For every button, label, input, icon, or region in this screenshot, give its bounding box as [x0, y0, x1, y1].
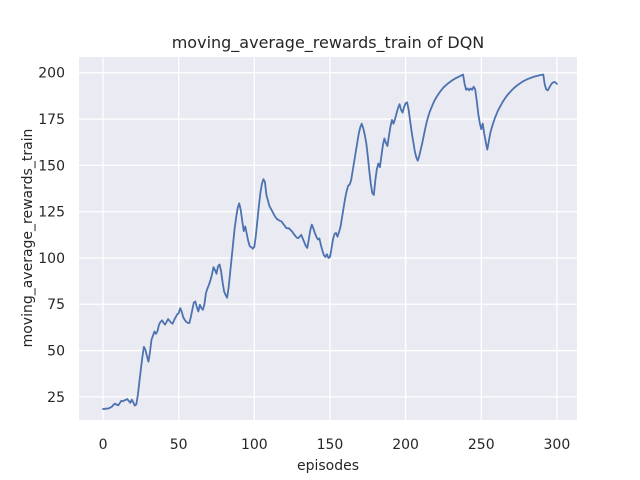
y-tick-label: 100 — [38, 251, 65, 267]
x-tick-label: 200 — [392, 437, 419, 453]
y-tick-label: 175 — [38, 112, 65, 128]
y-tick-label: 50 — [47, 344, 65, 360]
y-axis-label: moving_average_rewards_train — [20, 129, 36, 348]
x-axis-label: episodes — [297, 458, 359, 474]
x-tick-label: 50 — [170, 437, 188, 453]
x-tick-label: 100 — [241, 437, 268, 453]
x-tick-label: 250 — [468, 437, 495, 453]
y-tick-label: 25 — [47, 390, 65, 406]
y-tick-label: 200 — [38, 66, 65, 82]
x-tick-label: 0 — [99, 437, 108, 453]
axes-background — [79, 57, 577, 420]
plot-area: 0 50 100 150 200 250 300 25 50 75 100 125 150 175 200 — [38, 57, 577, 453]
y-tick-label: 125 — [38, 205, 65, 221]
y-tick-label: 75 — [47, 297, 65, 313]
chart-title: moving_average_rewards_train of DQN — [172, 33, 485, 53]
x-tick-label: 150 — [317, 437, 344, 453]
y-tick-label: 150 — [38, 158, 65, 174]
x-tick-label: 300 — [544, 437, 571, 453]
series-line — [102, 73, 558, 410]
